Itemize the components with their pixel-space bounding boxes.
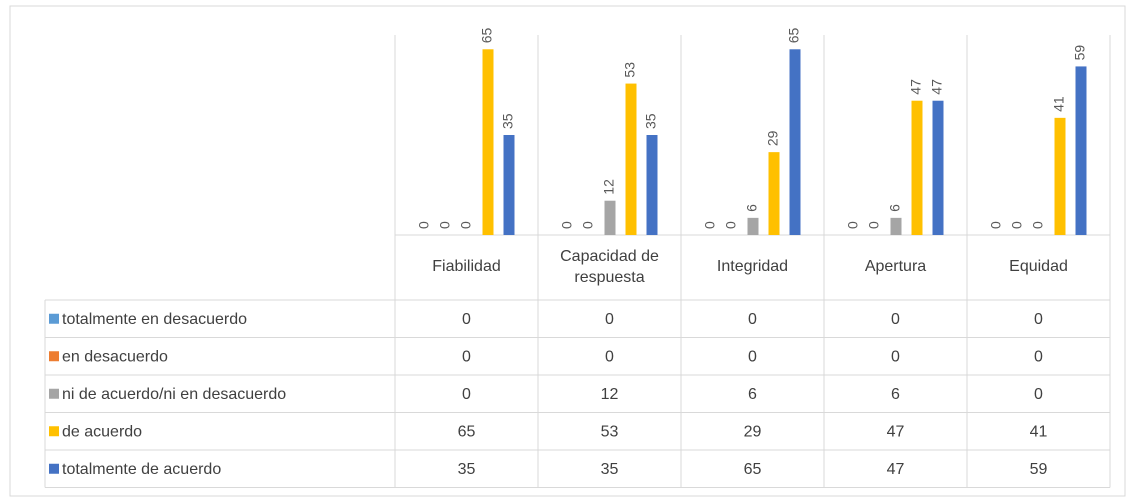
- table-value: 35: [458, 461, 476, 478]
- table-value: 0: [748, 311, 757, 328]
- x-tick-label: Fiabilidad: [432, 258, 501, 276]
- x-tick-label: Integridad: [716, 258, 789, 276]
- bar: [890, 217, 902, 235]
- table-value: 35: [601, 461, 619, 478]
- data-label: 47: [929, 79, 945, 95]
- data-label: 6: [744, 204, 760, 212]
- data-label: 0: [988, 221, 1004, 229]
- data-label: 0: [866, 221, 882, 229]
- bar: [604, 200, 616, 235]
- data-label: 41: [1051, 96, 1067, 112]
- table-value: 0: [1034, 348, 1043, 365]
- bar: [625, 83, 637, 235]
- table-value: 0: [462, 386, 471, 403]
- data-label: 12: [601, 179, 617, 195]
- data-label: 65: [786, 27, 802, 43]
- table-value: 0: [605, 311, 614, 328]
- data-label: 0: [416, 221, 432, 229]
- data-label: 0: [458, 221, 474, 229]
- category-cell: Fiabilidad: [432, 258, 501, 276]
- legend-key: [49, 388, 59, 399]
- data-label: 0: [845, 221, 861, 229]
- table-value: 6: [891, 386, 900, 403]
- legend-key: [49, 426, 59, 437]
- category-cell: Capacidad de respuesta: [560, 247, 659, 286]
- bar: [768, 152, 780, 235]
- category-cell: Equidad: [1009, 258, 1068, 276]
- bar: [911, 100, 923, 235]
- bar: [482, 49, 494, 236]
- data-label: 0: [437, 221, 453, 229]
- legend-label: en desacuerdo: [62, 348, 168, 365]
- table-value: 0: [891, 311, 900, 328]
- bar: [747, 217, 759, 235]
- data-label: 0: [559, 221, 575, 229]
- data-label: 0: [702, 221, 718, 229]
- table-value: 53: [601, 423, 619, 440]
- category-cell: Integridad: [716, 258, 789, 276]
- data-label: 59: [1072, 45, 1088, 61]
- table-value: 59: [1030, 461, 1048, 478]
- chart-border: [9, 5, 1126, 497]
- table-value: 0: [462, 348, 471, 365]
- bar: [646, 135, 658, 235]
- bar: [932, 100, 944, 235]
- legend-key: [49, 463, 59, 474]
- table-value: 0: [462, 311, 471, 328]
- data-label: 35: [500, 113, 516, 129]
- data-label: 29: [765, 130, 781, 146]
- table-value: 6: [748, 386, 757, 403]
- legend-label: ni de acuerdo/ni en desacuerdo: [62, 386, 286, 403]
- table-value: 47: [887, 423, 905, 440]
- table-value: 0: [1034, 386, 1043, 403]
- table-value: 0: [1034, 311, 1043, 328]
- legend-label: totalmente en desacuerdo: [62, 311, 247, 328]
- table-value: 65: [458, 423, 476, 440]
- x-tick-label: Capacidad de respuesta: [560, 247, 659, 286]
- table-value: 0: [891, 348, 900, 365]
- bar: [789, 49, 801, 236]
- data-label: 65: [479, 27, 495, 43]
- table-value: 29: [744, 423, 762, 440]
- data-label: 0: [1009, 221, 1025, 229]
- data-label: 53: [622, 62, 638, 78]
- table-value: 12: [601, 386, 619, 403]
- legend-label: de acuerdo: [62, 423, 142, 440]
- bar: [503, 135, 515, 235]
- x-tick-label: Equidad: [1009, 258, 1068, 276]
- table-value: 0: [605, 348, 614, 365]
- data-label: 0: [580, 221, 596, 229]
- data-label: 0: [1030, 221, 1046, 229]
- table-value: 41: [1030, 423, 1048, 440]
- legend-label: totalmente de acuerdo: [62, 461, 221, 478]
- table-value: 47: [887, 461, 905, 478]
- x-tick-label: Apertura: [864, 258, 927, 276]
- legend-key: [49, 313, 59, 324]
- table-value: 0: [748, 348, 757, 365]
- data-label: 6: [887, 204, 903, 212]
- category-cell: Apertura: [864, 258, 927, 276]
- bar: [1054, 117, 1066, 235]
- data-label: 0: [723, 221, 739, 229]
- legend-key: [49, 351, 59, 362]
- bar: [1075, 66, 1087, 235]
- table-value: 65: [744, 461, 762, 478]
- data-label: 47: [908, 79, 924, 95]
- data-label: 35: [643, 113, 659, 129]
